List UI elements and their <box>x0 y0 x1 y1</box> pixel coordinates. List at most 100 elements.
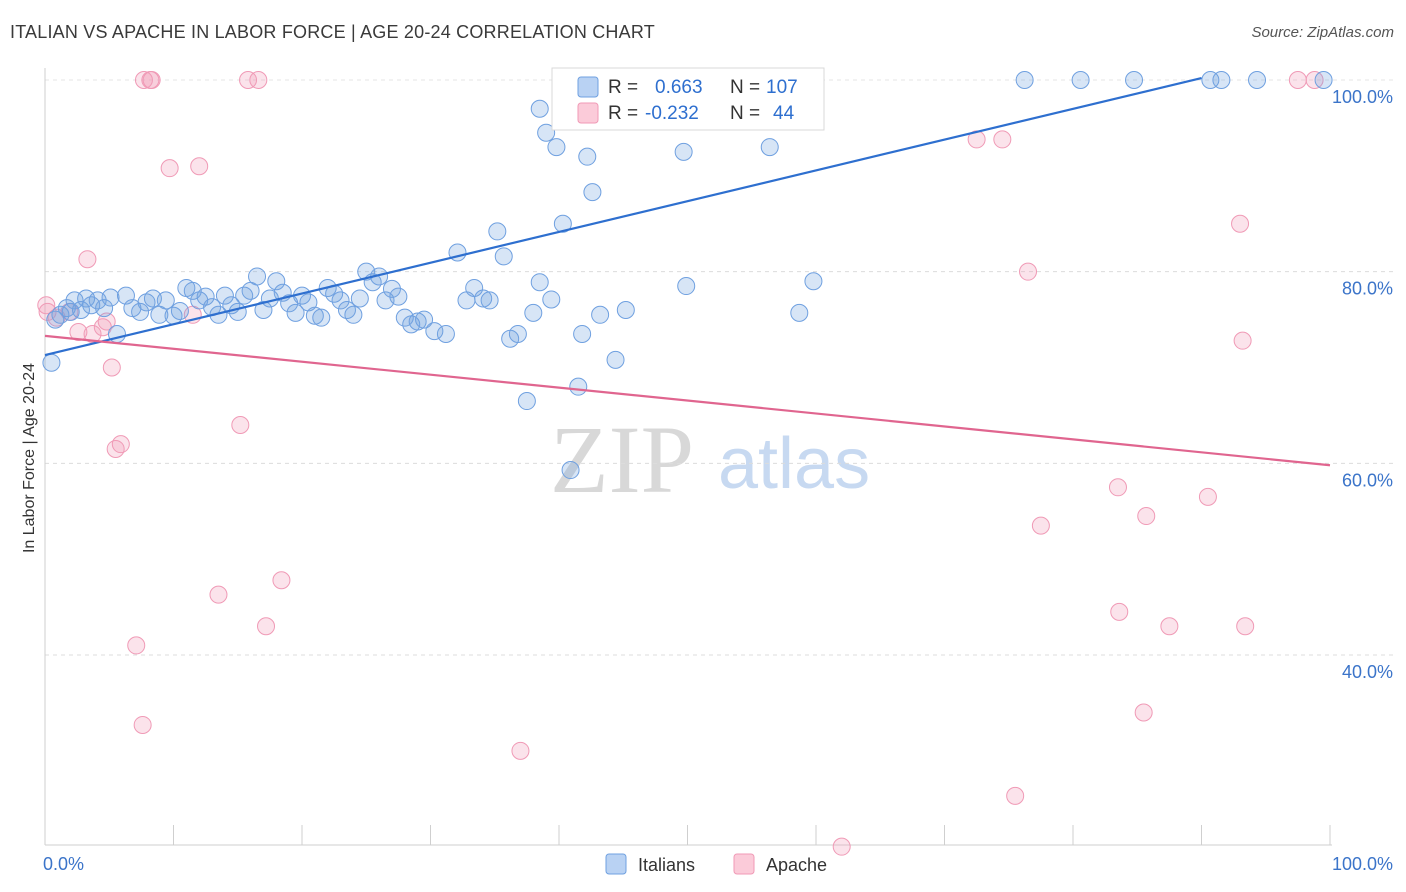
apache-series <box>37 71 1324 856</box>
legend-r-value-italians: 0.663 <box>655 77 703 98</box>
italians-point <box>95 299 114 318</box>
italians-point <box>305 306 324 325</box>
italians-point <box>760 138 779 157</box>
italians-point <box>606 350 625 369</box>
apache-point <box>231 416 250 434</box>
legend-r-label-italians: R = <box>608 77 638 98</box>
italians-point <box>542 290 561 309</box>
italians-point <box>530 99 549 118</box>
italians-point <box>530 273 549 292</box>
italians-point <box>517 392 536 411</box>
italians-point <box>578 147 597 166</box>
y-tick-label: 40.0% <box>1342 662 1393 682</box>
apache-point <box>190 157 209 176</box>
italians-point <box>65 291 84 310</box>
apache-point <box>239 71 258 89</box>
italians-point <box>228 302 247 321</box>
italians-point <box>583 183 602 202</box>
italians-point <box>215 286 234 305</box>
apache-point <box>111 435 130 454</box>
apache-point <box>249 71 268 89</box>
italians-point <box>436 324 455 343</box>
apache-point <box>134 71 153 89</box>
italians-point <box>389 287 408 306</box>
italians-point <box>677 277 696 296</box>
apache-point <box>1019 262 1038 281</box>
italians-point <box>494 247 513 266</box>
italians-point <box>331 291 350 310</box>
italians-point <box>415 310 434 329</box>
apache-point <box>1108 478 1127 497</box>
apache-point <box>832 837 851 856</box>
x-tick-label-min: 0.0% <box>43 854 84 874</box>
legend-n-label-italians: N = <box>730 77 760 98</box>
italians-point <box>344 305 363 324</box>
x-tick-label-max: 100.0% <box>1332 854 1393 874</box>
legend-n-value-apache: 44 <box>773 103 795 124</box>
apache-point <box>83 324 102 343</box>
apache-point <box>160 159 179 178</box>
apache-point <box>1110 602 1129 621</box>
italians-point <box>591 305 610 324</box>
italians-point <box>196 287 215 306</box>
italians-point <box>101 288 120 307</box>
y-tick-label: 80.0% <box>1342 279 1393 299</box>
apache-point <box>1160 617 1179 636</box>
italians-point <box>474 289 493 308</box>
italians-point <box>524 303 543 322</box>
italians-point <box>42 353 61 372</box>
y-tick-label: 100.0% <box>1332 87 1393 107</box>
legend-box: R = 0.663 N = 107 R = -0.232 N = 44 <box>551 67 825 131</box>
apache-point <box>209 585 228 604</box>
apache-point <box>993 130 1012 149</box>
y-axis-label: In Labor Force | Age 20-24 <box>21 363 38 553</box>
bottom-legend-swatch-apache <box>733 853 755 875</box>
italians-trend-line <box>44 77 1202 357</box>
legend-swatch-italians <box>577 76 599 98</box>
italians-point <box>1071 71 1090 89</box>
italians-point <box>1314 71 1333 89</box>
apache-point <box>1137 507 1156 526</box>
italians-point <box>804 272 823 291</box>
italians-point <box>312 308 331 327</box>
apache-point <box>1231 214 1250 233</box>
apache-point <box>1134 703 1153 722</box>
italians-point <box>170 301 189 320</box>
y-tick-label: 60.0% <box>1342 470 1393 490</box>
apache-point <box>102 358 121 377</box>
watermark: ZIP atlas <box>550 406 870 513</box>
apache-point <box>257 617 276 636</box>
italians-point <box>1212 71 1231 89</box>
legend-n-label-apache: N = <box>730 103 760 124</box>
apache-point <box>37 296 56 315</box>
italians-point <box>488 222 507 241</box>
trend-lines <box>44 77 1331 467</box>
apache-point <box>1031 516 1050 535</box>
italians-point <box>51 305 70 324</box>
italians-point <box>537 123 556 142</box>
bottom-legend-swatch-italians <box>605 853 627 875</box>
italians-point <box>616 301 635 319</box>
legend-r-value-apache: -0.232 <box>645 103 699 124</box>
italians-point <box>286 303 305 322</box>
italians-point <box>465 278 484 297</box>
italians-point <box>131 302 150 321</box>
apache-point <box>106 439 125 458</box>
apache-point <box>1198 487 1217 506</box>
apache-point <box>1288 71 1307 89</box>
italians-point <box>408 312 427 331</box>
apache-point <box>78 250 97 269</box>
grid-lines <box>45 79 1395 656</box>
italians-point <box>350 289 369 308</box>
italians-point <box>382 279 401 298</box>
italians-point <box>1125 71 1144 89</box>
legend-swatch-apache <box>577 102 599 124</box>
chart-title: ITALIAN VS APACHE IN LABOR FORCE | AGE 2… <box>10 22 655 42</box>
legend-n-value-italians: 107 <box>766 77 798 98</box>
apache-point <box>127 636 146 655</box>
italians-point <box>573 324 592 343</box>
italians-point <box>553 214 572 233</box>
watermark-atlas: atlas <box>718 424 870 504</box>
italians-point <box>267 272 286 291</box>
